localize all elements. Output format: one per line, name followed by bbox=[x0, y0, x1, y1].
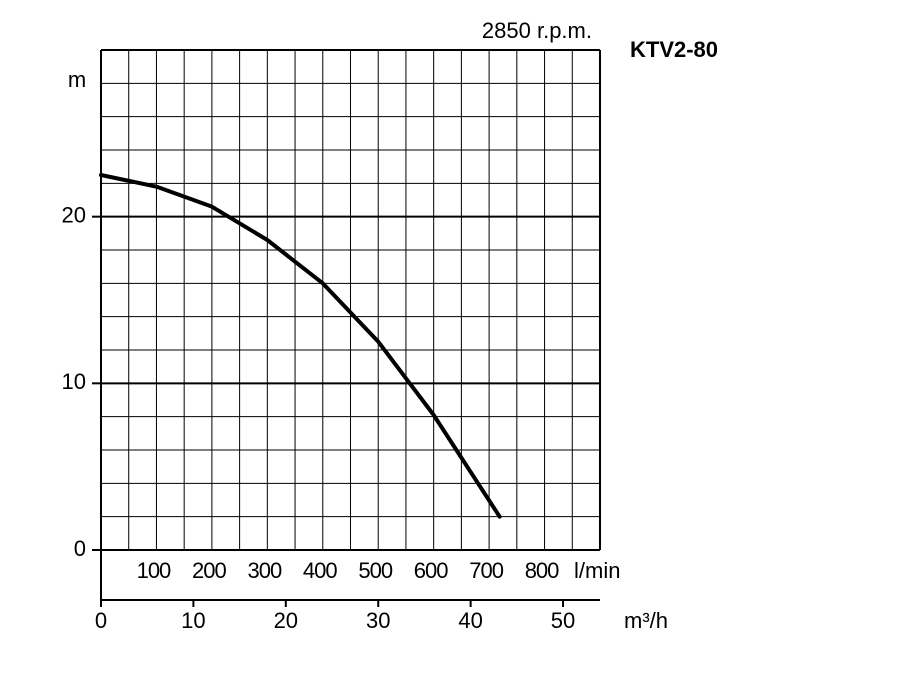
chart-title: KTV2-80 bbox=[630, 37, 718, 62]
x2-axis-label: m³/h bbox=[624, 608, 668, 633]
x-tick-label: 600 bbox=[414, 558, 448, 583]
x2-tick-label: 30 bbox=[366, 608, 390, 633]
x-tick-label: 500 bbox=[358, 558, 392, 583]
x-tick-label: 200 bbox=[192, 558, 226, 583]
curve bbox=[99, 173, 502, 519]
y-axis-label: m bbox=[68, 67, 86, 92]
x2-tick-label: 10 bbox=[181, 608, 205, 633]
y-tick-label: 20 bbox=[62, 202, 86, 227]
x-tick-label: 800 bbox=[525, 558, 559, 583]
chart-subtitle: 2850 r.p.m. bbox=[482, 18, 592, 43]
x-tick-label: 400 bbox=[303, 558, 337, 583]
x-tick-label: 300 bbox=[247, 558, 281, 583]
x2-tick-label: 20 bbox=[274, 608, 298, 633]
x-axis-label: l/min bbox=[574, 558, 620, 583]
x-tick-label: 100 bbox=[137, 558, 171, 583]
x2-tick-label: 50 bbox=[551, 608, 575, 633]
x2-tick-label: 0 bbox=[95, 608, 107, 633]
y-tick-label: 10 bbox=[62, 369, 86, 394]
y-tick-label: 0 bbox=[74, 536, 86, 561]
x-tick-label: 700 bbox=[469, 558, 503, 583]
x2-tick-label: 40 bbox=[458, 608, 482, 633]
